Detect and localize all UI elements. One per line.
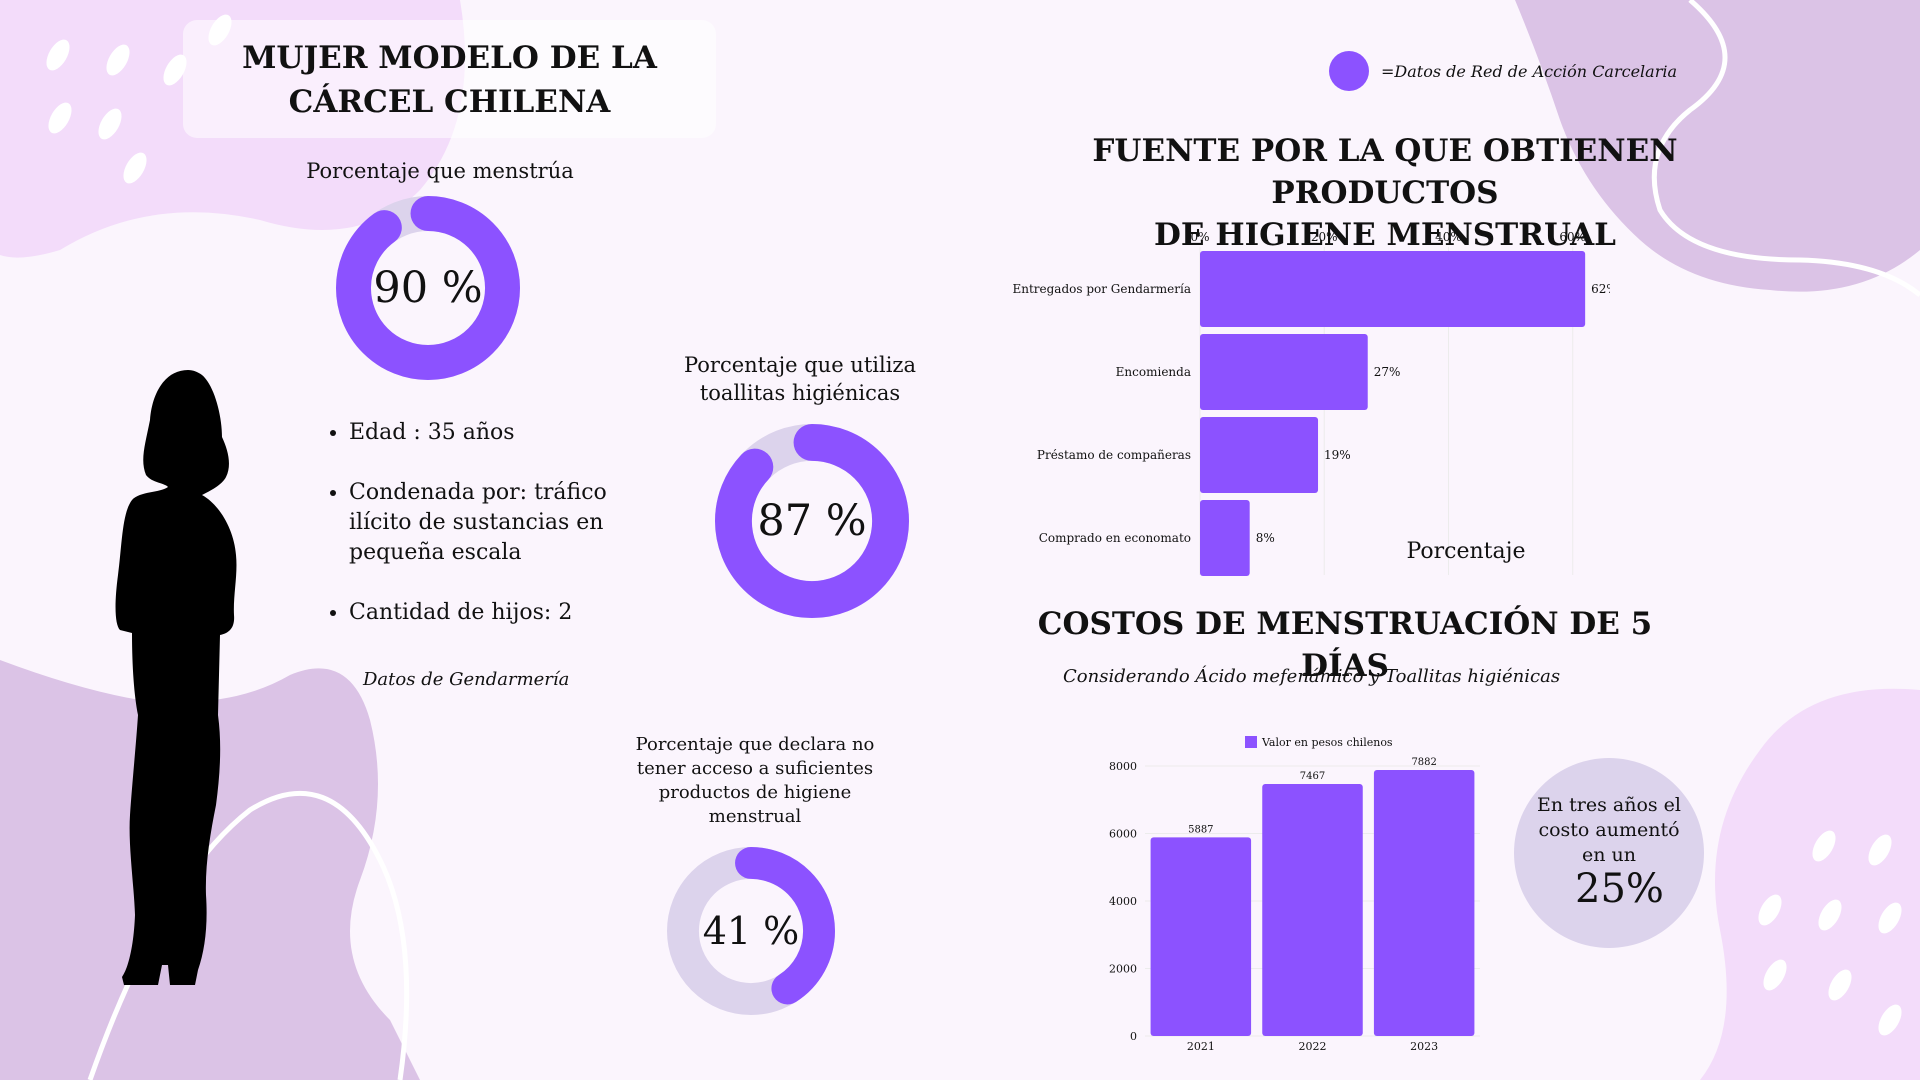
donut-no-access: 41 % (666, 846, 836, 1016)
category-label: Entregados por Gendarmería (1012, 282, 1191, 296)
increase-callout-text: En tres años el costo aumentó en un (1514, 793, 1704, 868)
donut-menstruates-value: 90 % (373, 263, 483, 313)
increase-line-3: en un (1582, 844, 1636, 866)
page-title: MUJER MODELO DE LA CÁRCEL CHILENA (183, 36, 716, 124)
page-title-line-2: CÁRCEL CHILENA (288, 84, 611, 120)
page-title-line-1: MUJER MODELO DE LA (242, 40, 657, 76)
donut-no-access-label-line-2: tener acceso a suficientes (636, 758, 874, 779)
costs-section-title: COSTOS DE MENSTRUACIÓN DE 5 DÍAS (1037, 606, 1653, 684)
increase-callout-circle (1514, 758, 1704, 948)
category-label: Comprado en economato (1039, 531, 1191, 545)
value-label: 8% (1256, 531, 1275, 545)
increase-line-2: costo aumentó (1538, 819, 1680, 841)
fact-conviction-line-3: pequeña escala (349, 540, 522, 565)
donut-menstruates: 90 % (336, 196, 520, 380)
legend-swatch (1245, 736, 1257, 748)
category-label: 2021 (1187, 1040, 1215, 1053)
donut-towels-label-line-1: Porcentaje que utiliza (683, 353, 916, 377)
bar (1373, 769, 1475, 1036)
dashes-bottom-right (1758, 830, 1902, 1036)
x-tick-label: 20% (1311, 230, 1338, 244)
category-label: 2022 (1299, 1040, 1327, 1053)
y-tick-label: 0 (1130, 1030, 1137, 1043)
value-label: 5887 (1188, 824, 1213, 835)
donut-arc (666, 846, 836, 1016)
profile-source-note: Datos de Gendarmería (363, 669, 570, 690)
donut-no-access-label-line-4: menstrual (708, 806, 802, 827)
donut-no-access-value: 41 % (702, 909, 800, 953)
fact-conviction: Condenada por: tráfico ilícito de sustan… (349, 478, 650, 568)
value-label: 19% (1324, 448, 1351, 462)
donut-towels-label: Porcentaje que utiliza toallitas higiéni… (640, 351, 960, 407)
donut-no-access-label-line-1: Porcentaje que declara no (635, 734, 875, 755)
legend-label: Valor en pesos chilenos (1261, 736, 1393, 749)
x-tick-label: 40% (1435, 230, 1462, 244)
blob-bottom-left (0, 660, 420, 1080)
x-axis-label: Porcentaje (1407, 539, 1526, 564)
donut-towels-label-line-2: toallitas higiénicas (699, 381, 901, 405)
title-card (183, 20, 716, 138)
donut-menstruates-ring (336, 196, 520, 380)
bar (1200, 417, 1319, 493)
bar (1200, 251, 1586, 327)
y-tick-label: 8000 (1109, 760, 1137, 773)
curve-top-right (1651, 0, 1920, 297)
legend-source-text: =Datos de Red de Acción Carcelaria (1381, 62, 1678, 81)
blob-bottom-right (1700, 688, 1920, 1080)
y-tick-label: 4000 (1109, 895, 1137, 908)
donut-towels-value: 87 % (757, 496, 867, 546)
sources-title-line-2: DE HIGIENE MENSTRUAL (1154, 217, 1616, 253)
category-label: 2023 (1410, 1040, 1438, 1053)
blob-top-right (1515, 0, 1920, 292)
donut-no-access-label-line-3: productos de higiene (658, 782, 852, 803)
donut-towels-ring (715, 424, 909, 618)
fact-conviction-line-1: Condenada por: tráfico (349, 480, 607, 505)
value-label: 62% (1591, 282, 1610, 296)
donut-menstruates-label: Porcentaje que menstrúa (280, 157, 600, 185)
fact-conviction-line-2: ilícito de sustancias en (349, 510, 604, 535)
fact-age-line: Edad : 35 años (349, 420, 515, 445)
legend-dot-icon (1329, 51, 1369, 91)
donut-arc (336, 196, 520, 380)
x-tick-label: 60% (1559, 230, 1586, 244)
x-tick-label: 0% (1190, 230, 1209, 244)
donut-menstruates-label-line: Porcentaje que menstrúa (306, 159, 574, 183)
sources-section-title: FUENTE POR LA QUE OBTIENEN PRODUCTOS DE … (1000, 130, 1770, 256)
bar (1200, 334, 1368, 410)
sources-bar-chart: 0% 20% 40% 60% Entregados por Gendarmería 62%… (1012, 230, 1610, 576)
increase-line-1: En tres años el (1536, 794, 1681, 816)
value-label: 7882 (1411, 757, 1436, 768)
y-tick-label: 6000 (1109, 828, 1137, 841)
donut-arc (715, 424, 909, 618)
donut-no-access-label: Porcentaje que declara no tener acceso a… (615, 733, 895, 829)
fact-children: Cantidad de hijos: 2 (349, 598, 650, 628)
costs-bar-chart: 0 2000 4000 6000 8000 Valor en pesos chilenos… (1109, 736, 1480, 1053)
bar (1150, 837, 1252, 1036)
costs-section-subtitle: Considerando Ácido mefenámico y Toallita… (1063, 666, 1561, 687)
profile-facts-list: Edad : 35 años Condenada por: tráfico il… (320, 418, 650, 658)
woman-silhouette-icon (115, 370, 237, 985)
bar (1262, 783, 1363, 1036)
dashes-top-left (46, 14, 232, 184)
donut-no-access-ring (666, 846, 836, 1016)
y-tick-label: 2000 (1109, 963, 1137, 976)
fact-children-line: Cantidad de hijos: 2 (349, 600, 573, 625)
category-label: Encomienda (1116, 365, 1191, 379)
value-label: 27% (1374, 365, 1401, 379)
donut-towels: 87 % (715, 424, 909, 618)
increase-callout-value: 25% (1575, 866, 1664, 912)
category-label: Préstamo de compañeras (1037, 448, 1191, 462)
sources-title-line-1: FUENTE POR LA QUE OBTIENEN PRODUCTOS (1092, 133, 1678, 211)
bar (1200, 500, 1250, 576)
fact-age: Edad : 35 años (349, 418, 650, 448)
value-label: 7467 (1300, 771, 1325, 782)
